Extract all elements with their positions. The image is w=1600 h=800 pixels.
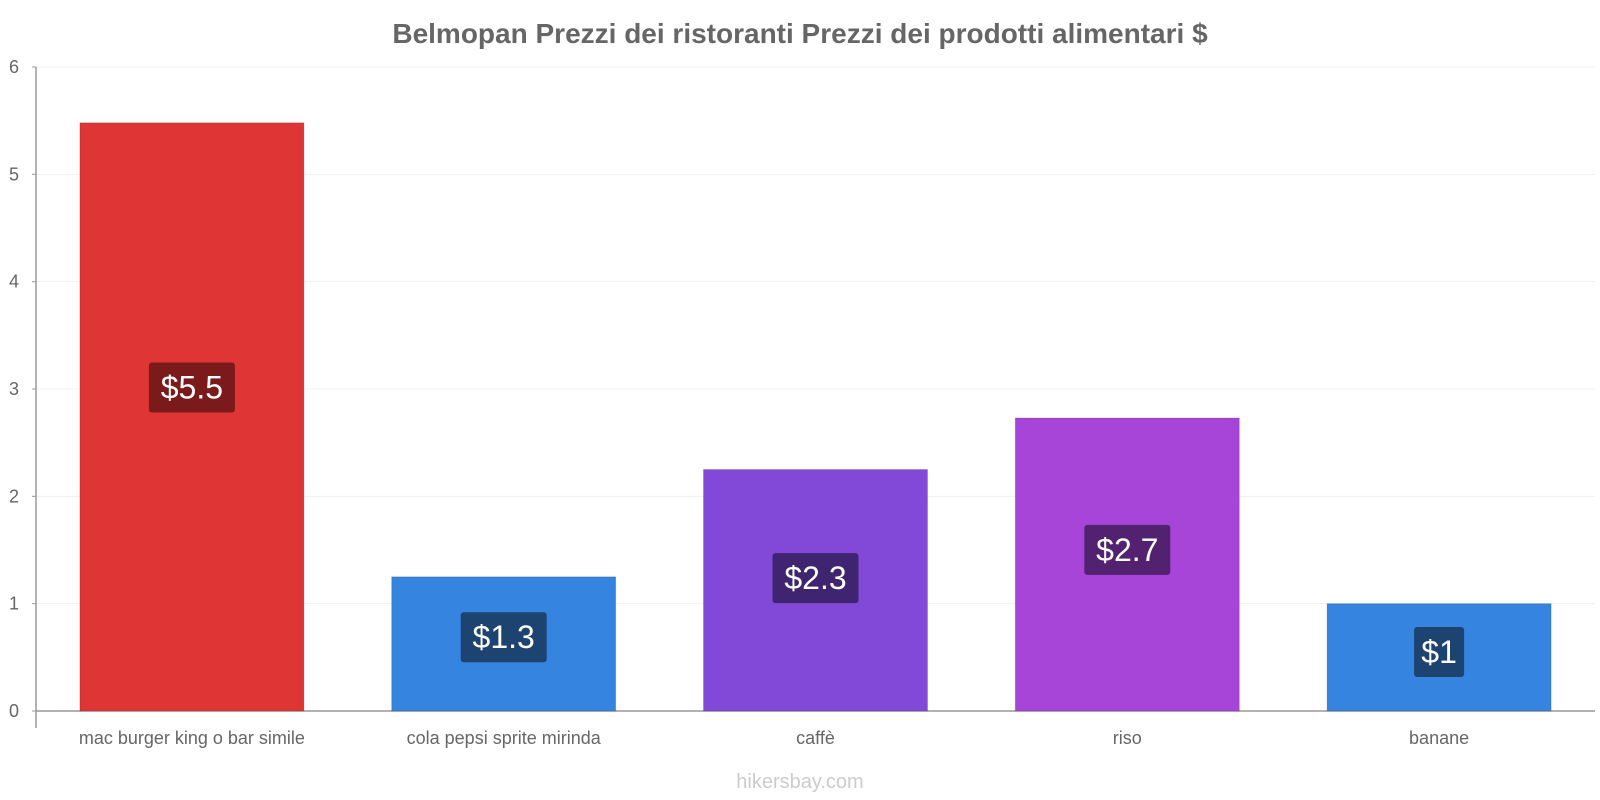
bar-0 [79,122,305,712]
value-label-4: $1 [1421,634,1457,670]
x-tick-label-3: riso [1113,728,1142,748]
value-label-1: $1.3 [473,619,535,655]
y-tick-label-6: 6 [9,57,19,77]
y-tick-label-5: 5 [9,164,19,184]
value-label-box-0 [148,362,235,413]
y-tick-label-2: 2 [9,486,19,506]
y-tick-label-0: 0 [9,701,19,721]
x-tick-label-2: caffè [796,728,835,748]
bar-layer [79,122,1552,712]
y-tick-label-1: 1 [9,594,19,614]
x-tick-label-0: mac burger king o bar simile [79,728,305,748]
value-label-box-3 [1084,524,1171,575]
y-tick-label-4: 4 [9,272,19,292]
value-label-0: $5.5 [161,369,223,405]
value-label-box-1 [460,612,547,663]
category-label-layer: mac burger king o bar simile cola pepsi s… [79,728,1469,748]
chart-title: Belmopan Prezzi dei ristoranti Prezzi de… [392,18,1208,49]
value-label-layer: $5.5 $1.3 $2.3 $2.7 $1 [148,362,1465,677]
watermark: hikersbay.com [736,771,863,793]
x-tick-label-4: banane [1409,728,1469,748]
value-label-2: $2.3 [784,560,846,596]
value-label-box-2 [772,553,859,604]
value-label-box-4 [1414,626,1465,677]
x-tick-label-1: cola pepsi sprite mirinda [407,728,602,748]
y-tick-label-3: 3 [9,379,19,399]
value-label-3: $2.7 [1096,532,1158,568]
